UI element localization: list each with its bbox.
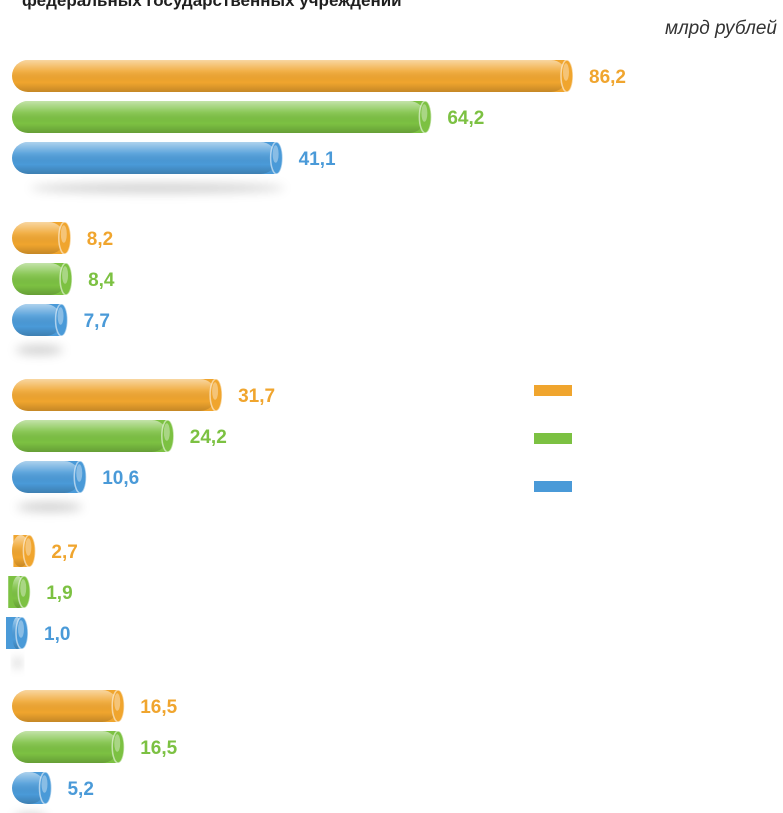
value-label: 8,2 (87, 229, 113, 250)
bar-shadow (12, 658, 23, 668)
value-label: 16,5 (140, 697, 177, 718)
value-label: 31,7 (238, 386, 275, 407)
value-label: 7,7 (84, 311, 110, 332)
bar (12, 262, 73, 296)
bar (12, 221, 72, 255)
bar (12, 59, 574, 93)
bar (12, 100, 433, 134)
bar (6, 616, 29, 650)
value-label: 1,9 (46, 583, 72, 604)
bar (12, 689, 125, 723)
value-label: 86,2 (589, 67, 626, 88)
legend-swatch (534, 481, 572, 492)
value-label: 8,4 (88, 270, 115, 291)
unit-label: млрд рублей (664, 18, 777, 39)
bar (12, 378, 223, 412)
legend-swatch (534, 433, 572, 444)
bar-shadow (30, 183, 285, 193)
bar-shadow (16, 502, 83, 512)
value-label: 41,1 (299, 149, 336, 170)
bar (12, 460, 87, 494)
bar (12, 419, 175, 453)
bar (12, 303, 69, 337)
value-label: 10,6 (102, 468, 139, 489)
bar (12, 141, 284, 175)
bar (12, 730, 125, 764)
bar-shadow (15, 345, 64, 355)
bar (12, 771, 53, 805)
value-label: 5,2 (67, 779, 93, 800)
bar (8, 575, 31, 609)
legend-swatch (534, 385, 572, 396)
value-label: 1,0 (44, 624, 70, 645)
value-label: 64,2 (447, 108, 484, 129)
value-label: 16,5 (140, 738, 177, 759)
bar (12, 534, 37, 568)
value-label: 2,7 (51, 542, 77, 563)
value-label: 24,2 (190, 427, 227, 448)
chart-title: федеральных государственных учреждений (22, 0, 402, 10)
